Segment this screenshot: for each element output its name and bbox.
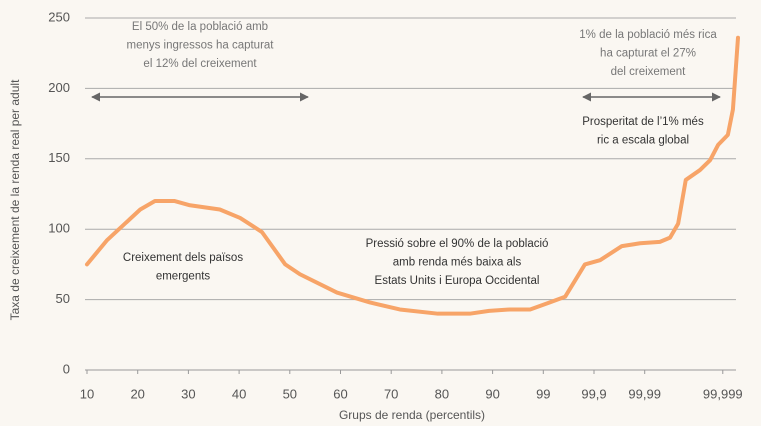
x-tick-label: 60	[333, 386, 347, 401]
line	[85, 35, 740, 316]
annotation: menys ingressos ha capturat	[126, 40, 274, 52]
x-tick-label: 90	[485, 386, 499, 401]
x-axis-title: Grups de renda (percentils)	[339, 408, 485, 422]
annotation: Estats Units i Europa Occidental	[375, 275, 540, 287]
x-tick-label: 40	[232, 386, 246, 401]
annotation: ric a escala global	[597, 135, 689, 147]
annotation: del creixement	[611, 66, 687, 78]
annotation: El 50% de la població amb	[132, 21, 268, 33]
x-tick-label: 30	[181, 386, 195, 401]
y-axis-title: Taxa de creixement de la renda real per …	[8, 79, 22, 320]
x-tick-label: 99,9	[581, 386, 606, 401]
annotation: emergents	[156, 271, 211, 283]
y-tick-label: 100	[48, 221, 70, 236]
annotation: ha capturat el 27%	[600, 48, 696, 60]
x-tick-label: 80	[435, 386, 449, 401]
x-tick-label: 20	[130, 386, 144, 401]
x-tick-label: 50	[283, 386, 297, 401]
x-tick-label: 70	[384, 386, 398, 401]
x-tick-label: 99,999	[703, 386, 743, 401]
annotation: amb renda més baixa als	[393, 257, 522, 269]
annotation: Prosperitat de l’1% més	[582, 116, 704, 128]
x-tick-label: 99	[536, 386, 550, 401]
y-tick-label: 250	[48, 9, 70, 24]
annotation: 1% de la població més rica	[579, 29, 717, 41]
annotation: Pressió sobre el 90% de la població	[366, 238, 549, 250]
y-tick-label: 0	[63, 361, 70, 376]
annotation: el 12% del creixement	[143, 58, 257, 70]
y-tick-label: 150	[48, 150, 70, 165]
x-tick-label: 10	[80, 386, 94, 401]
y-tick-label: 200	[48, 80, 70, 95]
annotation: Creixement dels països	[123, 252, 243, 264]
y-tick-label: 50	[56, 291, 70, 306]
x-tick-label: 99,99	[628, 386, 661, 401]
